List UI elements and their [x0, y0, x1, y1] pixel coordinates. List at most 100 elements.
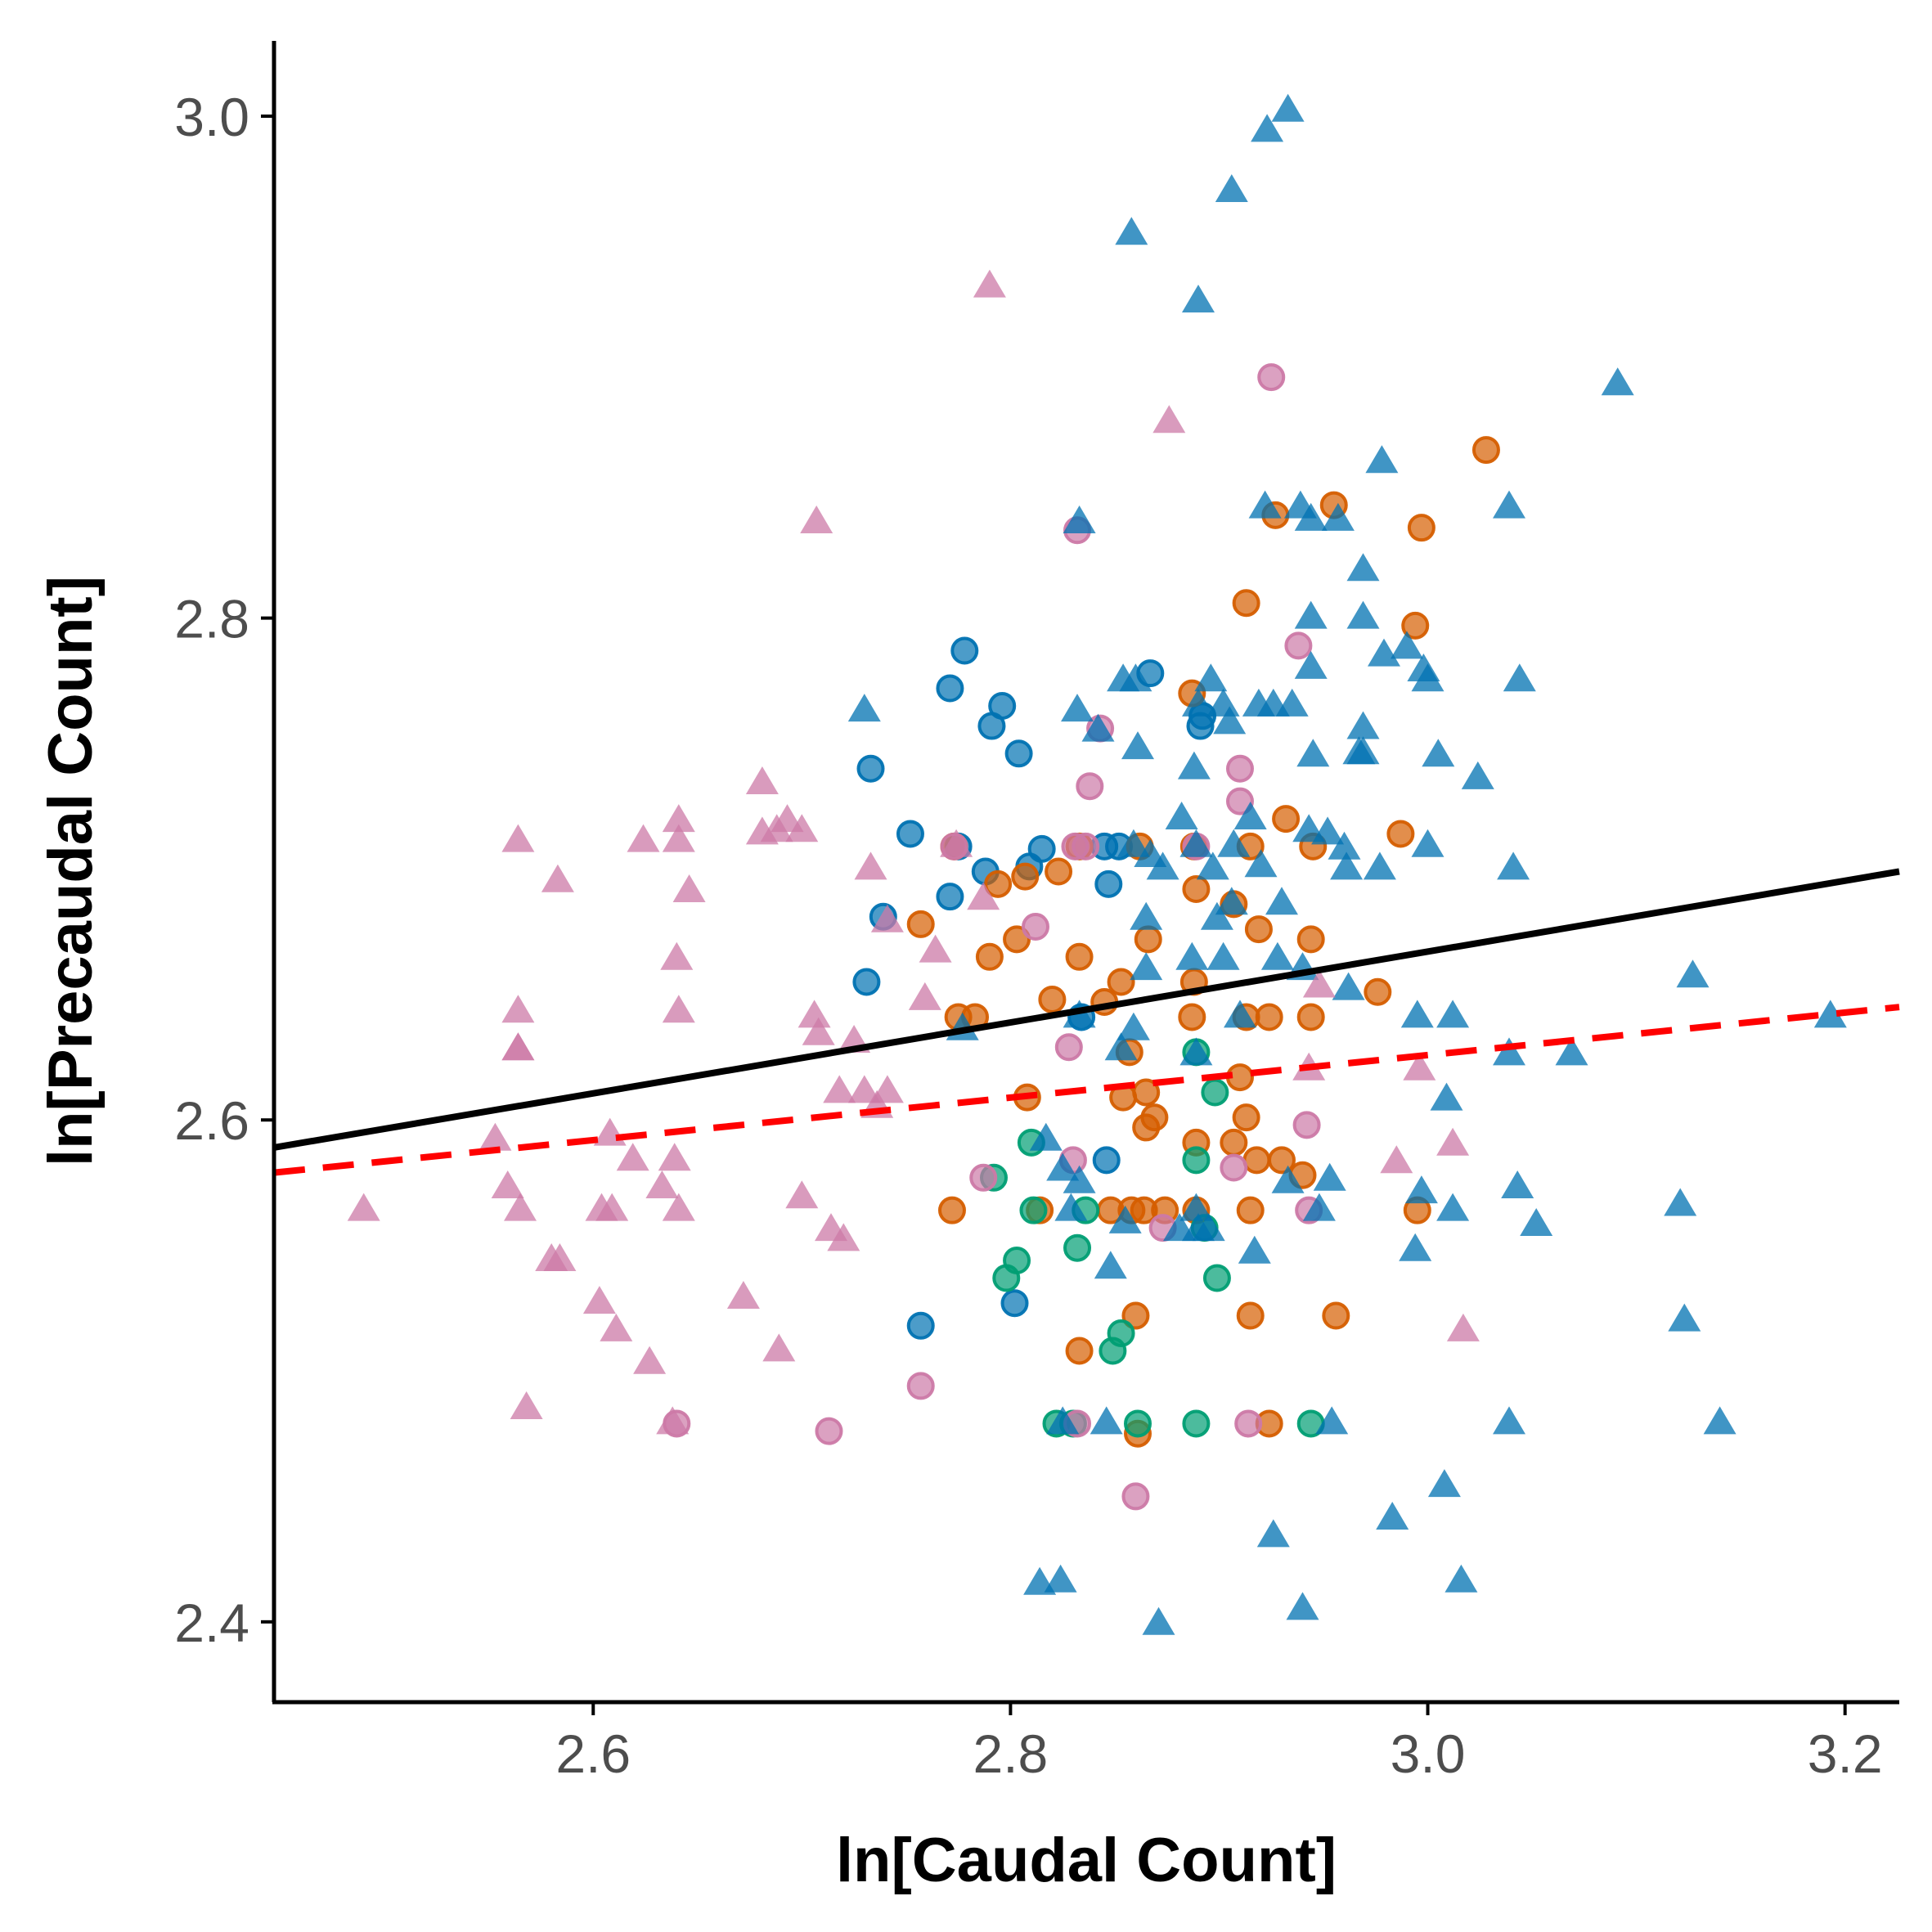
data-point [1119, 663, 1152, 692]
data-point [1493, 1406, 1525, 1435]
data-point [1076, 772, 1104, 801]
data-point [1346, 736, 1380, 765]
data-point [1134, 925, 1162, 954]
y-tick-label: 2.8 [174, 589, 249, 649]
y-tick-label: 2.4 [174, 1593, 249, 1653]
data-point [1601, 367, 1634, 396]
data-point [771, 804, 804, 833]
data-point [1271, 93, 1305, 122]
data-point [1065, 942, 1094, 971]
data-point [847, 1075, 881, 1103]
data-point [593, 1117, 627, 1146]
data-point [543, 1243, 577, 1271]
data-point [1404, 1175, 1438, 1204]
data-point [1520, 1208, 1553, 1236]
data-point [1022, 912, 1050, 941]
data-point [936, 674, 964, 703]
y-tick-label: 2.6 [174, 1090, 249, 1151]
data-point [1090, 1406, 1123, 1435]
data-point [645, 1170, 679, 1198]
y-axis-title: ln[Precaudal Count] [36, 576, 106, 1166]
data-point [870, 904, 904, 932]
x-tick-label: 2.6 [555, 1723, 631, 1784]
data-point [1177, 751, 1211, 780]
data-point [1380, 1145, 1413, 1174]
data-point [1407, 514, 1436, 542]
data-point [1072, 832, 1100, 860]
data-point [1192, 1213, 1225, 1242]
data-point [1044, 1564, 1077, 1593]
data-point [1446, 1313, 1480, 1341]
data-point [541, 864, 574, 892]
data-point [1255, 1003, 1283, 1031]
data-point [662, 824, 695, 852]
data-point [1272, 805, 1301, 833]
data-point [1046, 1152, 1080, 1181]
data-point [1471, 436, 1500, 465]
data-point [1368, 638, 1400, 667]
data-point [1004, 739, 1033, 768]
data-point [856, 754, 885, 783]
data-point [1265, 887, 1298, 915]
data-point [1046, 1406, 1080, 1435]
data-point [1130, 952, 1163, 981]
data-point [1182, 1409, 1211, 1438]
points-layer [347, 93, 1847, 1635]
data-point [1107, 968, 1135, 996]
data-point [1182, 1146, 1211, 1175]
data-point [1225, 754, 1254, 783]
data-point [1461, 761, 1494, 789]
data-point [977, 712, 1006, 740]
fit-line-solid [273, 868, 1900, 1151]
data-point [1179, 829, 1213, 857]
data-point [1391, 631, 1423, 659]
data-point [1201, 1078, 1229, 1107]
data-point [1063, 505, 1096, 533]
data-point [906, 1372, 935, 1400]
data-point [1493, 490, 1525, 519]
data-point [1220, 1153, 1248, 1182]
data-point [1256, 1519, 1290, 1548]
data-point [1346, 553, 1380, 582]
data-point [847, 694, 881, 722]
data-point [1224, 1000, 1256, 1028]
data-point [1061, 694, 1094, 722]
data-point [1400, 1000, 1434, 1028]
data-point [1132, 1078, 1161, 1107]
data-point [1286, 1592, 1319, 1620]
data-point [827, 1223, 860, 1251]
data-point [1213, 706, 1247, 735]
data-point [1315, 1406, 1349, 1435]
data-point [762, 1333, 796, 1362]
data-point [1236, 1196, 1265, 1224]
data-point [1234, 1409, 1263, 1438]
data-point [1436, 1127, 1470, 1156]
data-point [950, 636, 979, 665]
data-point [627, 824, 660, 852]
data-point [658, 1143, 691, 1171]
data-point [1430, 1082, 1463, 1111]
data-point [1220, 1128, 1248, 1157]
data-point [1703, 1406, 1737, 1435]
data-point [906, 1311, 935, 1340]
data-point [1099, 1337, 1127, 1365]
data-point [1503, 663, 1536, 692]
x-tick-label: 2.8 [973, 1723, 1049, 1784]
data-point [800, 505, 833, 533]
x-ticks: 2.6 2.8 3.0 3.2 [555, 1702, 1883, 1784]
data-point [1115, 217, 1148, 245]
data-point [1063, 1165, 1096, 1193]
data-point [1019, 1196, 1048, 1224]
data-point [1121, 731, 1154, 760]
data-point [1236, 1301, 1265, 1330]
data-point [1003, 925, 1031, 954]
data-point [1045, 857, 1073, 886]
data-point [1386, 820, 1415, 848]
data-point [1152, 405, 1186, 434]
data-point [815, 1417, 843, 1445]
series-4-triangles [847, 93, 1847, 1635]
data-point [1296, 739, 1330, 767]
data-point [1302, 969, 1336, 998]
data-point [501, 1032, 535, 1061]
data-point [1179, 1037, 1213, 1066]
